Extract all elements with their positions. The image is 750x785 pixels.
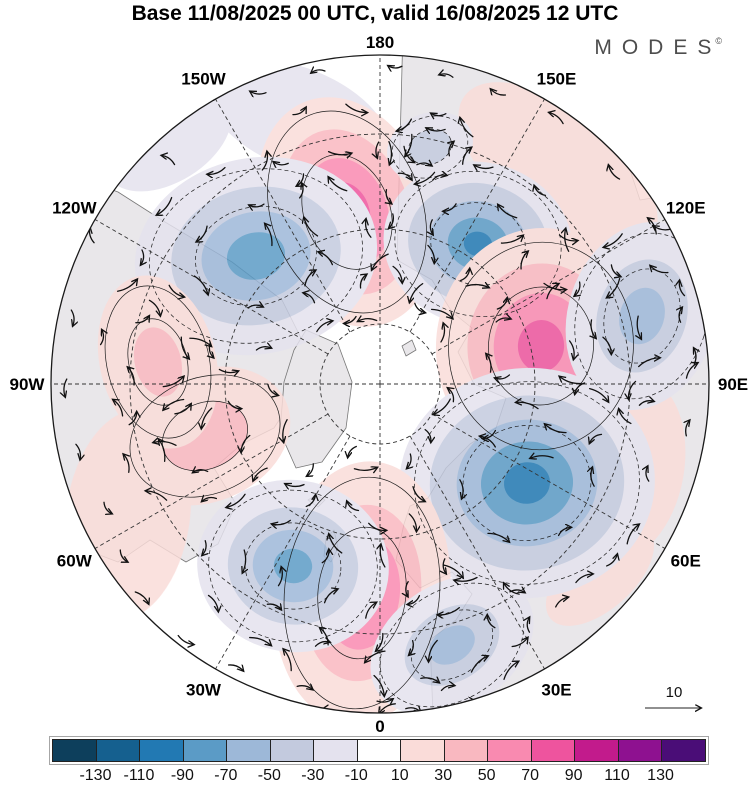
- colorbar: -130 -110 -90 -70 -50 -30 -10 10 30 50 70 90 110 130: [49, 736, 709, 785]
- colorbar-tick--130: -130: [79, 767, 112, 784]
- colorbar-cell-7: [357, 740, 402, 761]
- colorbar-tick-130: 130: [647, 767, 674, 784]
- colorbar-frame: [49, 736, 709, 765]
- map-clipped-layers: [51, 55, 709, 713]
- colorbar-cell-12: [575, 740, 619, 761]
- longitude-label-150W: 150W: [181, 69, 226, 88]
- colorbar-cell-3: [183, 740, 228, 761]
- colorbar-cell-9: [444, 740, 489, 761]
- colorbar-cell-14: [662, 740, 705, 761]
- colorbar-tick-70: 70: [521, 767, 540, 784]
- longitude-label-90E: 90E: [718, 375, 748, 394]
- colorbar-tick--110: -110: [123, 767, 155, 784]
- longitude-label-120W: 120W: [52, 199, 97, 218]
- colorbar-tick-90: 90: [564, 767, 583, 784]
- longitude-label-150E: 150E: [537, 69, 577, 88]
- longitude-label-60W: 60W: [57, 552, 93, 571]
- colorbar-cell-0: [53, 740, 97, 761]
- colorbar-cell-6: [314, 740, 358, 761]
- longitude-label-30E: 30E: [541, 681, 571, 700]
- map-boundary-circle: [50, 54, 710, 714]
- colorbar-tick--90: -90: [170, 767, 194, 784]
- wind-arrows: [63, 66, 707, 713]
- colorbar-tick-50: 50: [477, 767, 496, 784]
- colorbar-cell-1: [96, 740, 141, 761]
- reference-arrow: 10: [645, 684, 701, 708]
- longitude-label-30W: 30W: [186, 681, 222, 700]
- longitude-label-60E: 60E: [671, 552, 701, 571]
- chart-title: Base 11/08/2025 00 UTC, valid 16/08/2025…: [131, 2, 619, 25]
- map-svg: 180 150E 120E 90E 60E 30E 0 30W 60W 90W 120W 150W 10: [10, 33, 749, 736]
- polar-anomaly-map: 180 150E 120E 90E 60E 30E 0 30W 60W 90W 120W 150W 10: [10, 33, 749, 736]
- colorbar-cell-11: [531, 740, 576, 761]
- longitude-label-0: 0: [375, 717, 384, 736]
- colorbar-cell-4: [227, 740, 271, 761]
- colorbar-cell-8: [401, 740, 445, 761]
- longitude-labels: 180 150E 120E 90E 60E 30E 0 30W 60W 90W 120W 150W: [10, 33, 749, 736]
- colorbar-tick-labels: -130 -110 -90 -70 -50 -30 -10 10 30 50 70 90 110 130: [49, 767, 709, 785]
- copyright-mark: ©: [715, 36, 722, 46]
- colorbar-cell-10: [488, 740, 532, 761]
- colorbar-cells: [52, 739, 706, 762]
- colorbar-tick-110: 110: [604, 767, 630, 784]
- colorbar-tick-10: 10: [390, 767, 409, 784]
- modes-logo-text: MODES: [594, 36, 722, 59]
- colorbar-tick-30: 30: [434, 767, 453, 784]
- colorbar-tick--50: -50: [257, 767, 281, 784]
- colorbar-tick--30: -30: [301, 767, 325, 784]
- colorbar-cell-5: [270, 740, 315, 761]
- colorbar-tick--70: -70: [214, 767, 238, 784]
- longitude-label-120E: 120E: [666, 199, 706, 218]
- colorbar-cell-2: [140, 740, 184, 761]
- colorbar-cell-13: [618, 740, 663, 761]
- longitude-label-90W: 90W: [10, 375, 46, 394]
- reference-arrow-label: 10: [666, 684, 683, 701]
- modes-logo: MODES©: [594, 36, 722, 60]
- longitude-label-180: 180: [366, 33, 394, 52]
- anomaly-fill-bands: [64, 59, 709, 713]
- colorbar-tick--10: -10: [344, 767, 368, 784]
